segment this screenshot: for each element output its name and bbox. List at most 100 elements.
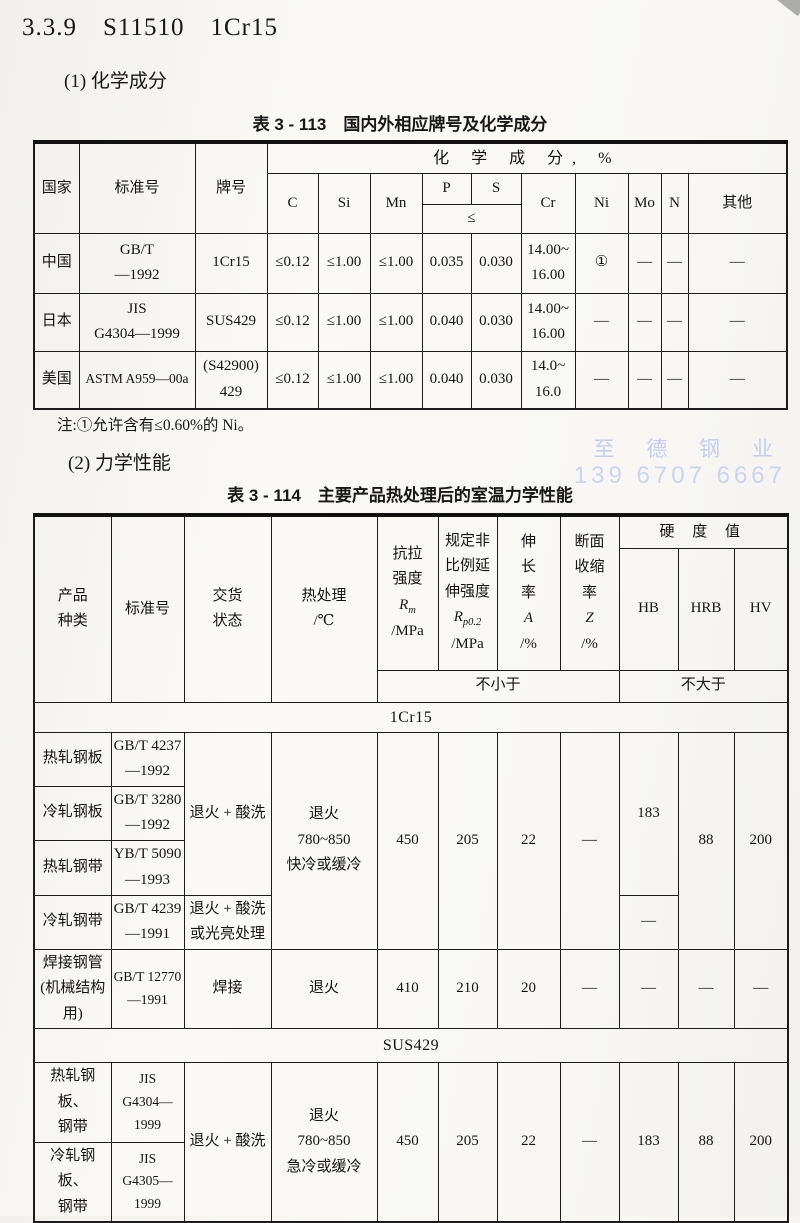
table2-row-10: 热轧钢板、 钢带 JIS G4304—1999 退火 + 酸洗 退火 780~850 急冷或缓… [33, 1062, 789, 1223]
table1-mount: 国家 标准号 牌号化 学 成 分, % C Si Mn P S Cr Ni Mo N 其他 ≤ 中国 GB/T… [33, 140, 788, 411]
table1-cell-r0c2: 牌号 [194, 141, 268, 234]
table2-cell-r10c8: 183 [618, 1062, 679, 1223]
table1-cell-r3c11: — [660, 232, 689, 294]
table2-cell-r8c4: 410 [376, 948, 439, 1030]
table2-row-11: 冷轧钢板、 钢带 JIS G4305—1999 [33, 1141, 788, 1223]
table2-cell-r10c1: JIS G4304—1999 [110, 1062, 185, 1143]
table1-cell-r3c3: ≤0.12 [266, 232, 319, 294]
table1-cell-r3c2: 1Cr15 [194, 232, 268, 294]
table1-row-5: 美国 ASTM A959—00a (S42900) 429 ≤0.12 ≤1.00 ≤1.0… [33, 350, 788, 410]
table2-cell-r2c1: 不大于 [618, 669, 789, 703]
table1-cell-r3c10: — [627, 232, 662, 294]
table2-cell-r10c2: 退火 + 酸洗 [183, 1062, 272, 1223]
table2-cell-r0c0: 产品 种类 [33, 514, 112, 703]
table2-cell-r4c0: 热轧钢板 [33, 731, 112, 787]
table1-cell-r0c1: 标准号 [78, 141, 196, 234]
table1-cell-r5c7: 0.030 [470, 350, 522, 410]
table2-row-2: 不小于 不大于 [34, 669, 789, 703]
table2-cell-r8c1: GB/T 12770 —1991 [110, 948, 185, 1030]
table2-cell-r6c1: YB/T 5090 —1993 [110, 839, 185, 896]
grade-name: 1Cr15 [210, 14, 278, 41]
table2-cell-r0c7: 断面 收缩率 Z/% [559, 514, 620, 671]
table1-cell-r3c7: 0.030 [470, 232, 522, 294]
table1-cell-r1c3: P [421, 173, 472, 206]
watermark-phone: 139 6707 6667 [573, 462, 786, 490]
table1-cell-r4c9: — [574, 292, 629, 352]
table2-row-6: 热轧钢带 YB/T 5090 —1993 [33, 839, 788, 896]
table2-mount: 产品 种类 标准号 交货 状态 热处理/℃ 抗拉 强度 Rm/MPa 规定非 比例延 伸强度 Rp0.2… [33, 513, 789, 1223]
table1-cell-r5c4: ≤1.00 [317, 350, 371, 410]
table2-cell-r0c6: 伸长率 A/% [496, 514, 561, 671]
table2-cell-r0c5: 规定非 比例延 伸强度 Rp0.2/MPa [437, 514, 498, 671]
table2-cell-r4c5: 205 [437, 731, 498, 950]
table1-cell-r1c9: 其他 [687, 173, 788, 234]
table1-cell-r1c2: Mn [369, 173, 423, 234]
table2-cell-r0c8: 硬 度 值 [618, 514, 789, 549]
table2-cell-r1c0: HB [618, 547, 679, 671]
table2-cell-r9c0: SUS429 [33, 1028, 789, 1064]
table1-cell-r1c5: Cr [520, 173, 576, 234]
table1-cell-r2c0: ≤ [421, 204, 522, 234]
section-number: 3.3.9 [22, 14, 77, 41]
table1-row-4: 日本 JIS G4304—1999 SUS429 ≤0.12 ≤1.00 ≤1.00 0.04… [33, 292, 788, 352]
grade-code: S11510 [103, 14, 185, 41]
table1-cell-r1c6: Ni [574, 173, 629, 234]
table2-cell-r8c5: 210 [437, 948, 498, 1030]
table1-cell-r4c5: ≤1.00 [369, 292, 423, 352]
table2-row-3: 1Cr15 [33, 701, 789, 733]
table1-cell-r5c5: ≤1.00 [369, 350, 423, 410]
table2-cell-r4c3: 退火 780~850 快冷或缓冷 [270, 731, 378, 950]
table1: 国家 标准号 牌号化 学 成 分, % C Si Mn P S Cr Ni Mo N 其他 ≤ 中国 GB/T… [33, 140, 788, 411]
table2-cell-r11c0: 冷轧钢板、 钢带 [33, 1141, 112, 1223]
table2-cell-r4c6: 22 [496, 731, 561, 950]
table1-cell-r1c7: Mo [627, 173, 662, 234]
table2-cell-r1c2: HV [733, 547, 789, 671]
table1-cell-r3c6: 0.035 [421, 232, 472, 294]
table1-cell-r0c3: 化 学 成 分, % [266, 141, 788, 175]
table1-cell-r4c7: 0.030 [470, 292, 522, 352]
table2-cell-r10c5: 205 [437, 1062, 498, 1223]
table1-cell-r4c0: 日本 [33, 292, 80, 352]
table2-cell-r4c4: 450 [376, 731, 439, 950]
table2-cell-r2c0: 不小于 [376, 669, 620, 703]
table1-cell-r5c6: 0.040 [421, 350, 472, 410]
table2-cell-r0c4: 抗拉 强度 Rm/MPa [376, 514, 439, 671]
table2-cell-r4c1: GB/T 4237 —1992 [110, 731, 185, 787]
table1-row-1: C Si Mn P S Cr Ni Mo N 其他 [34, 173, 788, 234]
table1-cell-r5c0: 美国 [33, 350, 80, 410]
table2-cell-r8c10: — [733, 948, 789, 1030]
table1-cell-r4c6: 0.040 [421, 292, 472, 352]
table2-row-1: HB HRB HV [34, 547, 789, 671]
table2-cell-r10c0: 热轧钢板、 钢带 [33, 1062, 112, 1143]
table2-cell-r8c7: — [559, 948, 620, 1030]
table2: 产品 种类 标准号 交货 状态 热处理/℃ 抗拉 强度 Rm/MPa 规定非 比例延 伸强度 Rp0.2… [33, 513, 789, 1223]
table1-cell-r4c4: ≤1.00 [317, 292, 371, 352]
table2-cell-r4c2: 退火 + 酸洗 [183, 731, 272, 896]
table2-cell-r11c1: JIS G4305—1999 [110, 1141, 185, 1223]
table2-cell-r5c1: GB/T 3280 —1992 [110, 785, 185, 841]
table2-cell-r10c6: 22 [496, 1062, 561, 1223]
table2-row-8: 焊接钢管 (机械结构 用) GB/T 12770 —1991 焊接 退火 410 210 20— —… [33, 948, 789, 1030]
table2-cell-r10c3: 退火 780~850 急冷或缓冷 [270, 1062, 378, 1223]
table1-cell-r3c8: 14.00~ 16.00 [520, 232, 576, 294]
table1-cell-r5c8: 14.0~ 16.0 [520, 350, 576, 410]
table2-row-4: 热轧钢板 GB/T 4237 —1992 退火 + 酸洗 退火 780~850 快冷或缓冷 4… [33, 731, 789, 950]
table2-cell-r3c0: 1Cr15 [33, 701, 789, 733]
table1-cell-r1c4: S [470, 173, 522, 206]
table2-cell-r8c3: 退火 [270, 948, 378, 1030]
table1-cell-r5c10: — [627, 350, 662, 410]
table1-cell-r4c1: JIS G4304—1999 [78, 292, 196, 352]
table1-cell-r1c1: Si [317, 173, 371, 234]
table2-cell-r8c6: 20 [496, 948, 561, 1030]
table1-cell-r4c2: SUS429 [194, 292, 268, 352]
table2-cell-r8c8: — [618, 948, 679, 1030]
scan-corner-mark [777, 0, 800, 17]
table2-cell-r8c0: 焊接钢管 (机械结构 用) [33, 948, 112, 1030]
table2-cell-r7c3: — [618, 894, 679, 950]
table2-cell-r4c7: — [559, 731, 620, 950]
table1-cell-r3c1: GB/T —1992 [78, 232, 196, 294]
table1-row-0: 国家 标准号 牌号化 学 成 分, % [33, 141, 788, 234]
page-title: 3.3.9 S11510 1Cr15 [22, 14, 278, 42]
table2-cell-r4c9: 88 [677, 731, 735, 950]
table2-row-7: 冷轧钢带 GB/T 4239 —1991 退火 + 酸洗 或光亮处理 — [33, 894, 788, 950]
